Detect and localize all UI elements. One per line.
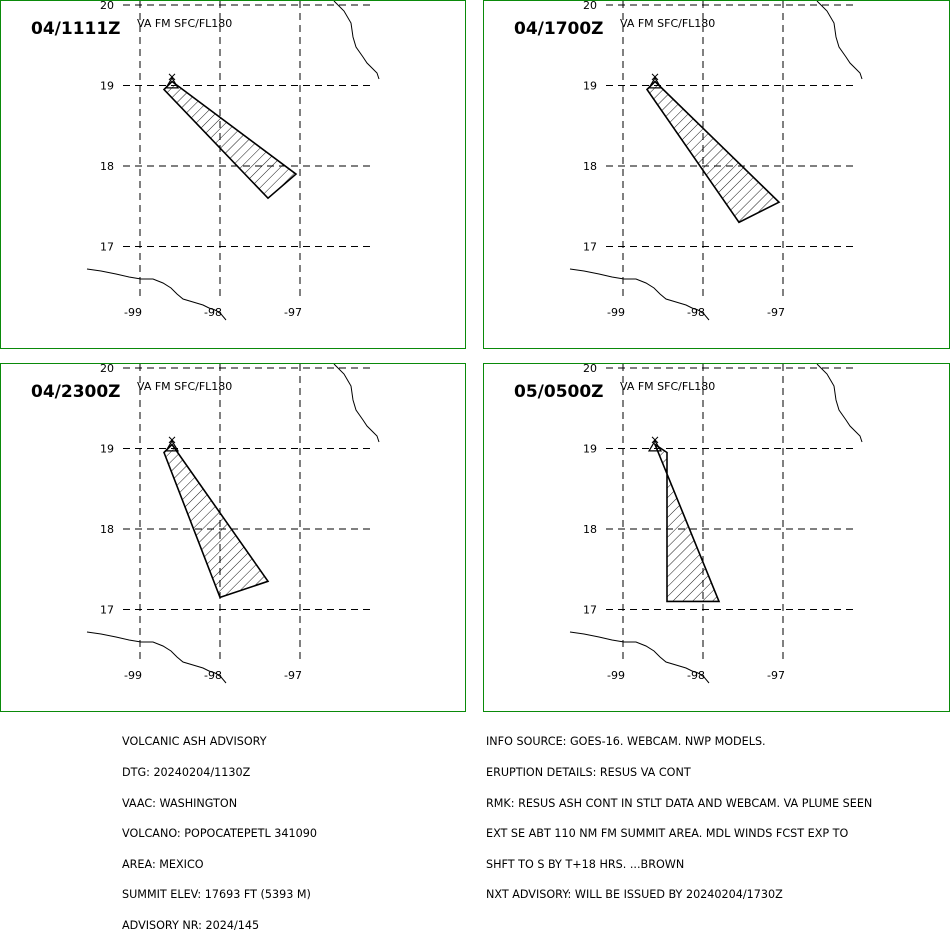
lon-tick-label: -97 [284,669,302,682]
lat-tick-label: 20 [583,1,597,12]
advisory-line: ADVISORY NR: 2024/145 [122,918,260,932]
panel-time-label: 04/2300Z [31,382,121,402]
panel-layer-label: VA FM SFC/FL180 [620,17,716,30]
lon-tick-label: -99 [607,306,625,319]
ash-cloud-polygon [163,443,270,599]
panel-time-label: 04/1111Z [31,19,121,39]
coastline-pacific [569,631,710,684]
lon-tick-label: -98 [204,306,222,319]
panel-time-label: 05/0500Z [514,382,604,402]
map-canvas-2: 20 19 18 17 -99 -98 -97 [569,1,863,321]
advisory-line: AREA: MEXICO [122,857,204,871]
coastline-pacific [86,631,227,684]
advisory-line: SHFT TO S BY T+18 HRS. ...BROWN [486,857,685,871]
lat-tick-label: 18 [583,523,597,536]
advisory-line: EXT SE ABT 110 NM FM SUMMIT AREA. MDL WI… [486,827,849,841]
ash-cloud-polygon [653,442,721,603]
panel-layer-label: VA FM SFC/FL180 [620,380,716,393]
panel-layer-label: VA FM SFC/FL180 [137,17,233,30]
lat-tick-label: 18 [583,160,597,173]
advisory-line: RMK: RESUS ASH CONT IN STLT DATA AND WEB… [486,796,873,810]
lon-tick-label: -99 [607,669,625,682]
lon-tick-label: -97 [767,306,785,319]
volcano-icon [647,436,663,452]
advisory-line: DTG: 20240204/1130Z [122,766,251,779]
advisory-line: INFO SOURCE: GOES-16. WEBCAM. NWP MODELS… [486,735,766,749]
forecast-panel-3: 20 19 18 17 -99 -98 -97 04/2300Z VA FM SFC/FL1… [0,363,466,712]
coastline-gulf [333,1,380,80]
advisory-line: NXT ADVISORY: WILL BE ISSUED BY 20240204… [486,888,783,902]
map-canvas-3: 20 19 18 17 -99 -98 -97 [86,364,380,684]
lat-tick-label: 19 [583,443,597,456]
forecast-panel-2: 20 19 18 17 -99 -98 -97 04/1700Z VA FM SFC/FL1… [483,0,950,349]
forecast-panel-1: 20 19 18 17 -99 -98 -97 04/1111Z VA FM SFC/FL1… [0,0,466,349]
coastline-gulf [816,364,863,443]
lat-tick-label: 20 [100,364,114,375]
lon-tick-label: -98 [687,306,705,319]
volcano-icon [164,436,180,452]
coastline-gulf [816,1,863,80]
advisory-line: VOLCANO: POPOCATEPETL 341090 [122,827,318,841]
lat-tick-label: 17 [100,604,114,617]
advisory-line: VOLCANIC ASH ADVISORY [122,735,267,749]
lon-tick-label: -97 [767,669,785,682]
panel-time-label: 04/1700Z [514,19,604,39]
map-canvas-4: 20 19 18 17 -99 -98 -97 [569,364,863,684]
lat-tick-label: 19 [583,80,597,93]
forecast-panel-4: 20 19 18 17 -99 -98 -97 05/0500Z VA FM SFC/FL1… [483,363,950,712]
lat-tick-label: 17 [583,241,597,254]
advisory-line: VAAC: WASHINGTON [122,796,238,810]
ash-cloud-polygon [162,80,298,200]
ash-cloud-polygon [645,80,781,224]
coastline-pacific [569,268,710,321]
advisory-line: ERUPTION DETAILS: RESUS VA CONT [486,766,691,779]
lat-tick-label: 17 [100,241,114,254]
lat-tick-label: 20 [100,1,114,12]
volcano-icon [647,73,663,89]
lon-tick-label: -97 [284,306,302,319]
coastline-gulf [333,364,380,443]
map-canvas-1: 20 19 18 17 -99 -98 -97 [86,1,380,321]
lat-tick-label: 19 [100,443,114,456]
lon-tick-label: -99 [124,306,142,319]
lat-tick-label: 18 [100,160,114,173]
lat-tick-label: 19 [100,80,114,93]
lat-tick-label: 18 [100,523,114,536]
advisory-line: SUMMIT ELEV: 17693 FT (5393 M) [122,888,311,902]
lon-tick-label: -99 [124,669,142,682]
advisory-header-left: VOLCANIC ASH ADVISORY DTG: 20240204/1130… [122,717,317,941]
coastline-pacific [86,268,227,321]
panel-layer-label: VA FM SFC/FL180 [137,380,233,393]
lat-tick-label: 17 [583,604,597,617]
lat-tick-label: 20 [583,364,597,375]
volcano-icon [164,73,180,89]
lon-tick-label: -98 [204,669,222,682]
lon-tick-label: -98 [687,669,705,682]
advisory-details-right: INFO SOURCE: GOES-16. WEBCAM. NWP MODELS… [486,717,872,911]
